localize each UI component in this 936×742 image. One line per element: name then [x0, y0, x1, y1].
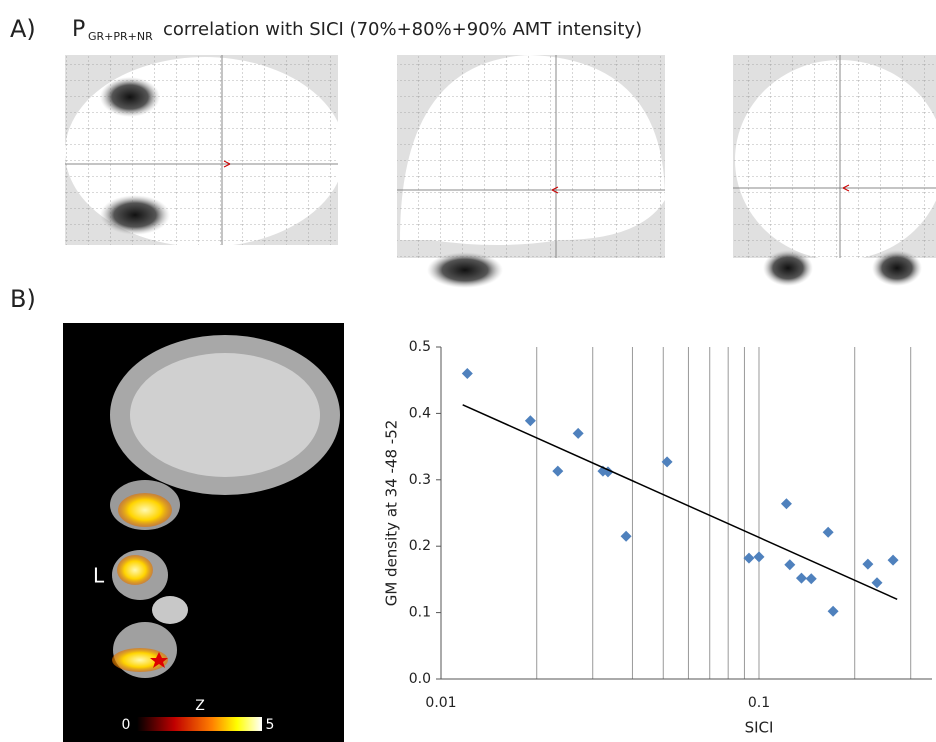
figure: A) P GR+PR+NR correlation with SICI (70%… — [0, 0, 936, 742]
glass-brain-axial — [65, 55, 345, 247]
point — [871, 577, 882, 588]
title-subscript: GR+PR+NR — [88, 30, 153, 43]
trendline — [463, 405, 897, 600]
colorbar-max: 5 — [266, 717, 275, 733]
panel-label: B) — [10, 285, 36, 313]
title-main: P — [72, 17, 85, 42]
panel-label: A) — [10, 15, 36, 43]
colorbar-min: 0 — [122, 717, 131, 733]
point — [888, 555, 899, 566]
point — [796, 573, 807, 584]
side-label: L — [93, 564, 105, 588]
point — [462, 368, 473, 379]
x-axis-label: SICI — [745, 719, 774, 737]
scatter-plot: 0.01 0.1 0.0 0.1 0.2 0.3 0.4 0.5 — [409, 339, 932, 711]
y-tick-label: 0.2 — [409, 538, 431, 554]
point — [552, 466, 563, 477]
point — [823, 527, 834, 538]
point — [753, 551, 764, 562]
x-tick-label: 0.01 — [425, 695, 456, 711]
point — [573, 428, 584, 439]
y-tick-label: 0.3 — [409, 472, 431, 488]
point — [621, 531, 632, 542]
point — [784, 559, 795, 570]
y-tick-label: 0.0 — [409, 671, 431, 687]
point — [828, 606, 839, 617]
x-tick-label: 0.1 — [748, 695, 770, 711]
point — [525, 415, 536, 426]
point — [862, 559, 873, 570]
y-tick-label: 0.4 — [409, 405, 431, 421]
point — [743, 553, 754, 564]
colorbar-title: Z — [195, 698, 205, 714]
point — [806, 573, 817, 584]
glass-brain-coronal — [733, 55, 936, 286]
y-tick-label: 0.1 — [409, 605, 431, 621]
point — [781, 498, 792, 509]
title-rest: correlation with SICI (70%+80%+90% AMT i… — [163, 19, 642, 40]
y-tick-label: 0.5 — [409, 339, 431, 355]
brain-slices — [63, 323, 344, 742]
y-axis-label: GM density at 34 -48 -52 — [383, 420, 401, 607]
glass-brain-sagittal — [397, 55, 665, 288]
